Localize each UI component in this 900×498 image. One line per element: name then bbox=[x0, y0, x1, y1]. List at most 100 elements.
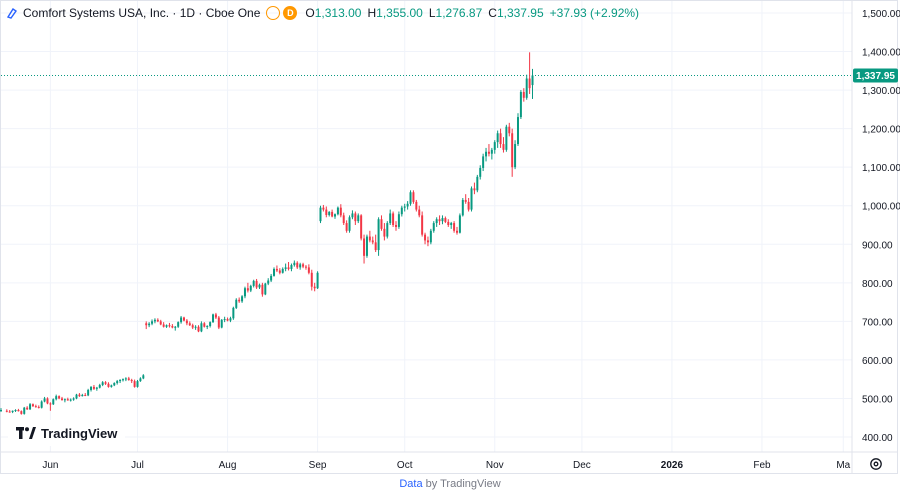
candle-body bbox=[453, 223, 456, 231]
candle-body bbox=[46, 398, 49, 404]
candle-body bbox=[421, 215, 424, 235]
candle-body bbox=[284, 267, 287, 269]
candle-body bbox=[159, 321, 162, 325]
candle-body bbox=[299, 264, 302, 268]
candle-body bbox=[319, 207, 322, 222]
candle-body bbox=[34, 406, 37, 408]
candle-body bbox=[139, 378, 142, 382]
candle-body bbox=[58, 396, 61, 399]
x-axis-label: Sep bbox=[309, 460, 327, 471]
candle-body bbox=[496, 133, 499, 143]
data-delay-badge[interactable]: D bbox=[283, 6, 298, 20]
candle-body bbox=[124, 378, 127, 380]
candle-body bbox=[130, 379, 133, 382]
candle-body bbox=[447, 221, 450, 225]
candle-body bbox=[188, 323, 191, 326]
symbol-title[interactable]: Comfort Systems USA, Inc. · 1D · Cboe On… bbox=[23, 6, 261, 20]
candle-body bbox=[185, 320, 188, 324]
candle-body bbox=[162, 324, 165, 327]
change-value: +37.93 (+2.92%) bbox=[549, 6, 640, 20]
data-link[interactable]: Data bbox=[399, 478, 423, 490]
y-axis-label: 500.00 bbox=[862, 394, 893, 405]
candle-body bbox=[43, 398, 46, 402]
candle-body bbox=[470, 188, 473, 210]
candle-body bbox=[304, 266, 307, 268]
candle-body bbox=[389, 213, 392, 224]
candle-body bbox=[90, 386, 93, 390]
candle-body bbox=[217, 317, 220, 328]
low-value: 1,276.87 bbox=[435, 6, 483, 20]
candle-body bbox=[209, 322, 212, 326]
candle-body bbox=[400, 207, 403, 215]
candle-body bbox=[429, 230, 432, 243]
y-axis-label: 800.00 bbox=[862, 279, 893, 290]
candle-body bbox=[252, 280, 255, 286]
price-chart[interactable]: 1,500.00 1,400.00 1,300.00 1,200.00 1,100.00… bbox=[0, 0, 900, 474]
candle-body bbox=[487, 151, 490, 154]
settings-gear-icon[interactable] bbox=[868, 456, 884, 472]
candle-body bbox=[243, 288, 246, 297]
candle-body bbox=[415, 201, 418, 210]
candle-body bbox=[95, 387, 98, 389]
candle-body bbox=[153, 319, 156, 322]
candle-body bbox=[273, 268, 276, 276]
candle-body bbox=[339, 207, 342, 216]
candle-body bbox=[531, 75, 534, 86]
candle-body bbox=[98, 384, 101, 388]
candle-body bbox=[14, 410, 17, 412]
x-axis-label: Nov bbox=[486, 460, 504, 471]
candle-body bbox=[522, 92, 525, 98]
candle-body bbox=[397, 214, 400, 227]
candle-body bbox=[232, 307, 235, 319]
candle-body bbox=[235, 299, 238, 308]
candle-body bbox=[444, 218, 447, 222]
candle-body bbox=[438, 219, 441, 222]
tradingview-logo[interactable]: TradingView bbox=[8, 420, 126, 446]
candle-body bbox=[360, 215, 363, 239]
candle-body bbox=[267, 280, 270, 284]
y-axis-label: 1,200.00 bbox=[862, 125, 900, 136]
candle-body bbox=[171, 325, 174, 328]
candle-body bbox=[191, 325, 194, 328]
candle-body bbox=[197, 326, 200, 332]
candle-body bbox=[374, 242, 377, 251]
candle-body bbox=[203, 323, 206, 327]
candle-body bbox=[8, 411, 11, 413]
candle-body bbox=[514, 144, 517, 168]
candle-body bbox=[72, 398, 75, 400]
candle-body bbox=[182, 317, 185, 321]
y-axis-label: 1,300.00 bbox=[862, 86, 900, 97]
x-axis-label: Jul bbox=[131, 460, 144, 471]
market-status-badge[interactable] bbox=[266, 6, 281, 20]
y-axis-label: 1,500.00 bbox=[862, 9, 900, 20]
candle-body bbox=[464, 199, 467, 202]
candle-body bbox=[505, 126, 508, 150]
candle-body bbox=[66, 399, 69, 401]
candle-body bbox=[23, 407, 26, 414]
candle-body bbox=[5, 410, 8, 412]
candle-body bbox=[258, 284, 261, 288]
candle-body bbox=[383, 228, 386, 237]
candle-body bbox=[116, 381, 119, 384]
footer-attribution: Data by TradingView bbox=[0, 478, 900, 490]
candle-body bbox=[322, 207, 325, 210]
close-value: 1,337.95 bbox=[496, 6, 544, 20]
y-axis-label: 400.00 bbox=[862, 433, 893, 444]
candle-body bbox=[113, 383, 116, 386]
candle-body bbox=[325, 209, 328, 215]
y-axis-label: 600.00 bbox=[862, 356, 893, 367]
x-axis-label: 2026 bbox=[661, 460, 684, 471]
candle-body bbox=[214, 314, 217, 318]
candle-body bbox=[418, 209, 421, 216]
candle-body bbox=[377, 219, 380, 251]
x-axis-label: Oct bbox=[397, 460, 413, 471]
candle-body bbox=[107, 383, 110, 387]
candle-body bbox=[270, 275, 273, 281]
candle-body bbox=[278, 270, 281, 273]
y-axis-label: 1,000.00 bbox=[862, 202, 900, 213]
candle-body bbox=[357, 215, 360, 222]
candle-body bbox=[264, 283, 267, 295]
candle-body bbox=[148, 323, 151, 326]
candle-body bbox=[316, 272, 319, 289]
candle-body bbox=[516, 117, 519, 145]
